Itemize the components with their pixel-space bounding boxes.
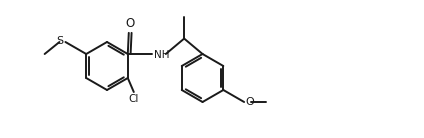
Text: NH: NH [154,51,169,60]
Text: Cl: Cl [128,94,139,104]
Text: O: O [126,17,135,30]
Text: S: S [56,36,64,47]
Text: O: O [245,96,254,107]
